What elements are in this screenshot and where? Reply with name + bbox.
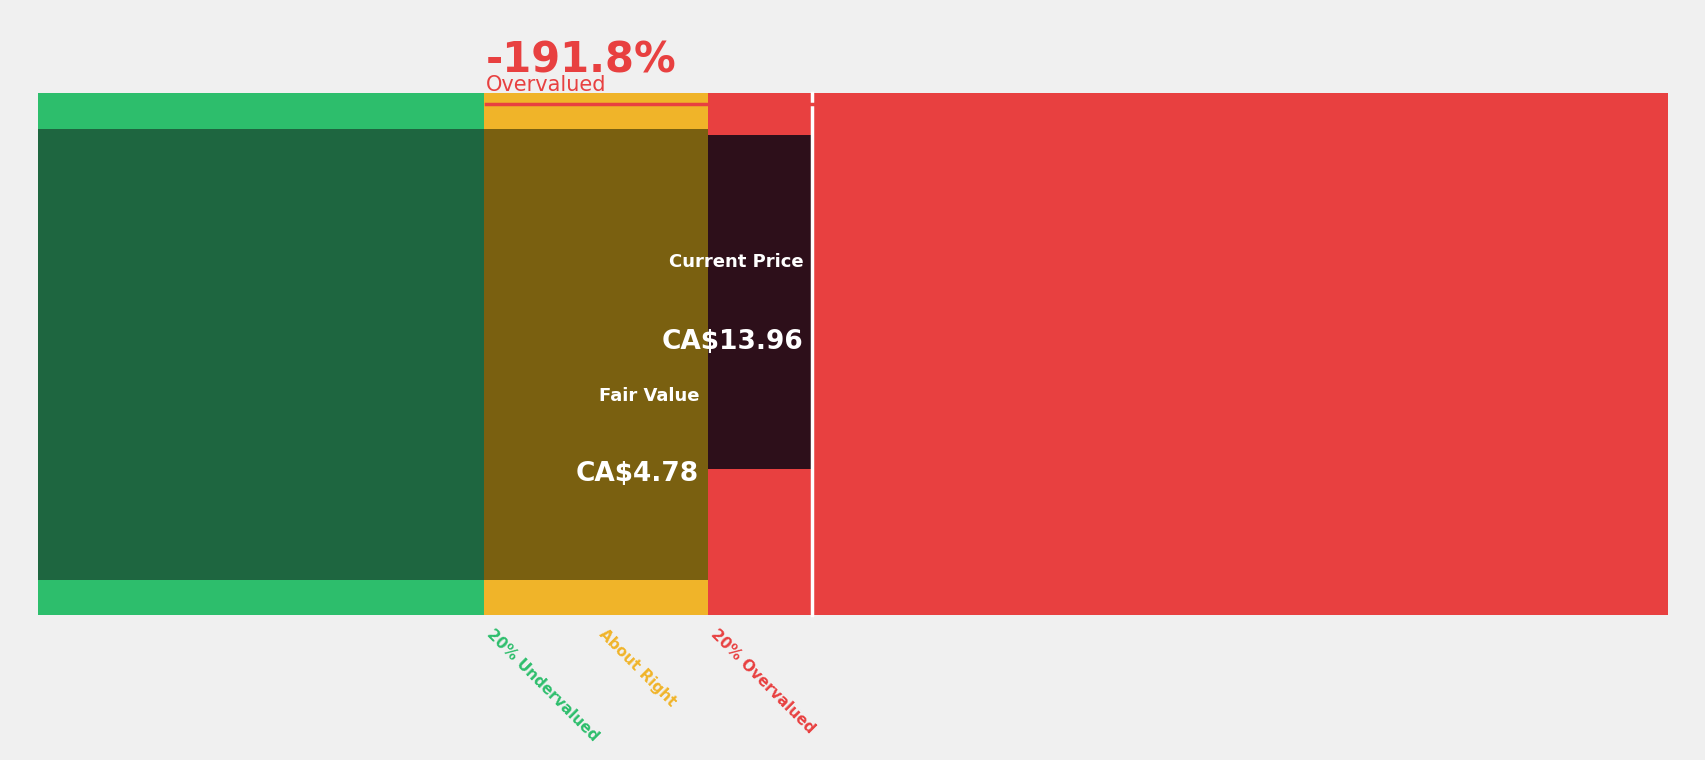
Text: About Right: About Right [595,626,679,709]
Text: 20% Undervalued: 20% Undervalued [484,626,602,744]
Text: 20% Overvalued: 20% Overvalued [708,626,817,736]
Text: CA$13.96: CA$13.96 [662,329,803,355]
Text: Overvalued: Overvalued [486,75,607,95]
Text: Current Price: Current Price [668,253,803,271]
Text: Fair Value: Fair Value [598,387,699,405]
Bar [708,93,1667,616]
Bar [484,93,708,616]
Bar [38,128,484,580]
Bar [708,135,812,469]
Text: -191.8%: -191.8% [486,40,677,81]
Bar [484,128,708,580]
Bar [38,93,484,616]
Text: CA$4.78: CA$4.78 [576,461,699,487]
